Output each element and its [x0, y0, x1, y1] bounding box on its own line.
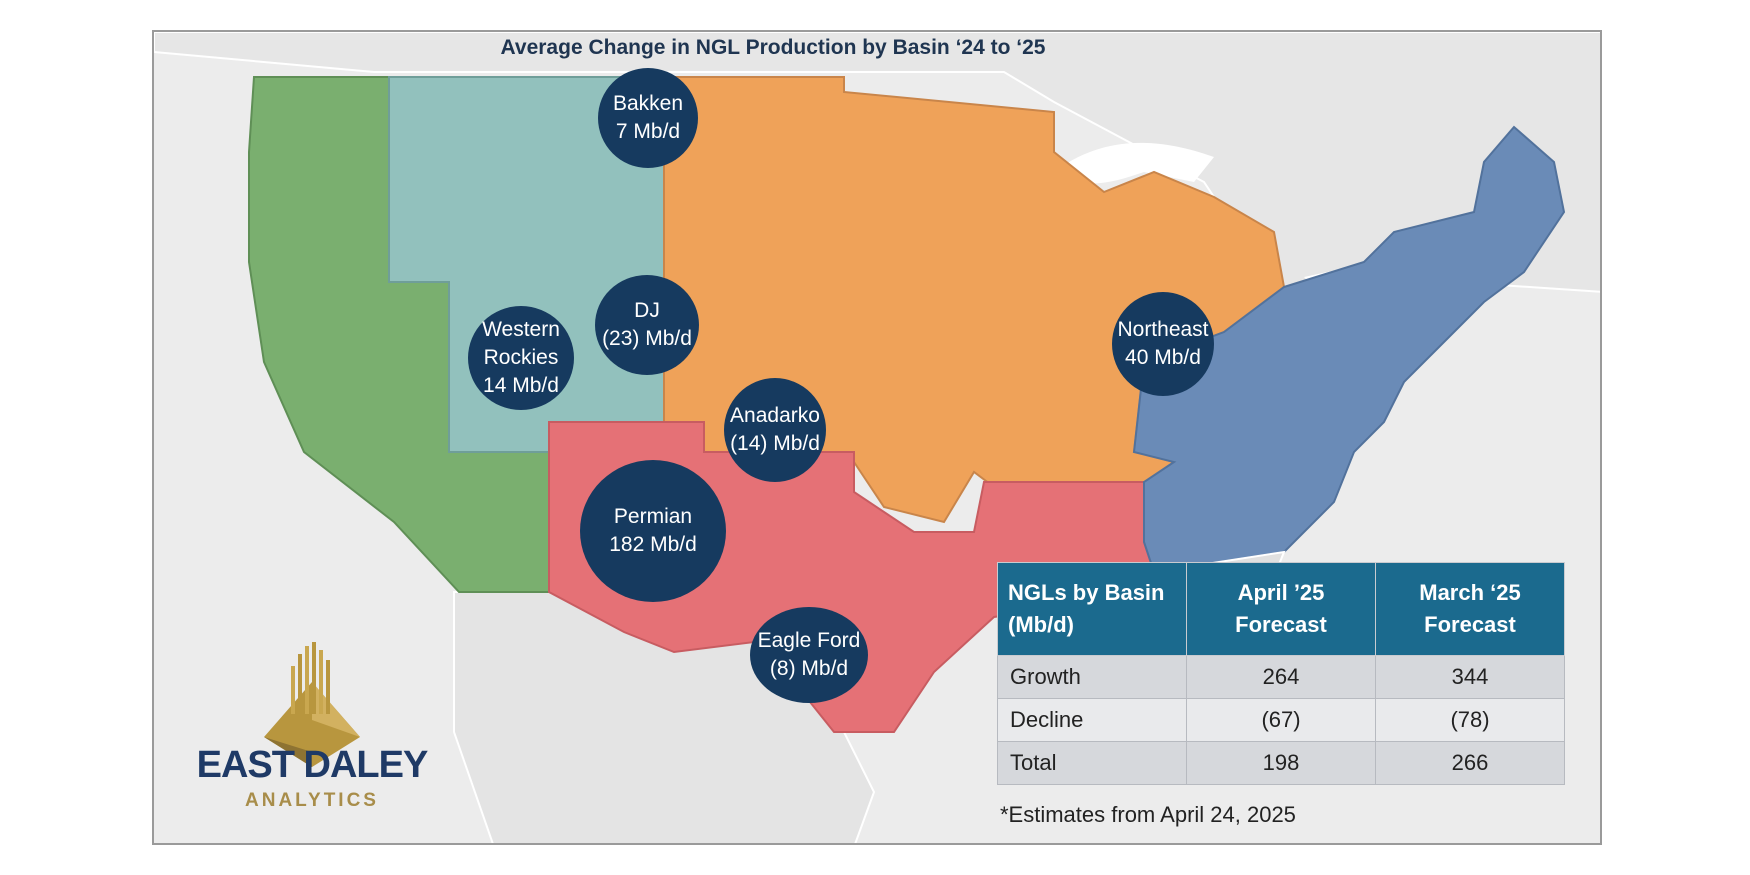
bubble-permian-value: 182 Mb/d [609, 533, 697, 556]
map-frame: Average Change in NGL Production by Basi… [152, 30, 1602, 845]
bubble-bakken: Bakken 7 Mb/d [598, 68, 698, 168]
table-header-row: NGLs by Basin (Mb/d) April ’25 Forecast … [997, 562, 1565, 656]
east-daley-logo-icon [264, 642, 360, 767]
table-row: Decline (67) (78) [997, 698, 1565, 742]
table-cell: Decline [997, 698, 1187, 742]
logo-subtitle: ANALYTICS [245, 790, 379, 811]
bubble-bakken-label: Bakken [612, 92, 684, 115]
bubble-western-rockies: Western Rockies 14 Mb/d [468, 306, 574, 410]
bubble-anadarko-label: Anadarko [730, 404, 820, 427]
bubble-northeast-value: 40 Mb/d [1125, 346, 1201, 369]
bubble-eagle-ford-value: (8) Mb/d [769, 657, 849, 680]
table-cell: Growth [997, 655, 1187, 699]
table-cell: Total [997, 741, 1187, 785]
ngl-forecast-table: NGLs by Basin (Mb/d) April ’25 Forecast … [997, 562, 1565, 785]
table-cell: 198 [1186, 741, 1376, 785]
table-cell: 344 [1375, 655, 1565, 699]
bubble-dj: DJ (23) Mb/d [595, 275, 699, 375]
table-cell: 264 [1186, 655, 1376, 699]
bubble-permian: Permian 182 Mb/d [580, 460, 726, 602]
bubble-northeast-label: Northeast [1117, 318, 1209, 341]
table-cell: (67) [1186, 698, 1376, 742]
table-row: Total 198 266 [997, 741, 1565, 785]
region-northeast [1132, 125, 1566, 574]
bubble-dj-label: DJ [634, 299, 660, 322]
bubble-anadarko-value: (14) Mb/d [730, 432, 820, 455]
table-cell: 266 [1375, 741, 1565, 785]
bubble-western-rockies-line2: Rockies [483, 346, 559, 369]
bubble-anadarko: Anadarko (14) Mb/d [724, 378, 826, 482]
table-header: April ’25 Forecast [1186, 562, 1376, 656]
table-header: March ‘25 Forecast [1375, 562, 1565, 656]
bubble-eagle-ford-label: Eagle Ford [757, 629, 861, 652]
bubble-eagle-ford: Eagle Ford (8) Mb/d [750, 607, 868, 703]
table-cell: (78) [1375, 698, 1565, 742]
table-row: Growth 264 344 [997, 655, 1565, 699]
estimates-note: *Estimates from April 24, 2025 [1000, 802, 1296, 827]
bubble-northeast: Northeast 40 Mb/d [1112, 292, 1214, 396]
bubble-permian-label: Permian [613, 505, 693, 528]
table-header: NGLs by Basin (Mb/d) [997, 562, 1187, 656]
logo-wordmark: EAST DALEY [196, 744, 429, 786]
bubble-western-rockies-value: 14 Mb/d [483, 374, 559, 397]
bubble-bakken-value: 7 Mb/d [615, 120, 681, 143]
bubble-western-rockies-line1: Western [482, 318, 560, 341]
bubble-dj-value: (23) Mb/d [602, 327, 692, 350]
map-title: Average Change in NGL Production by Basi… [500, 36, 1046, 59]
